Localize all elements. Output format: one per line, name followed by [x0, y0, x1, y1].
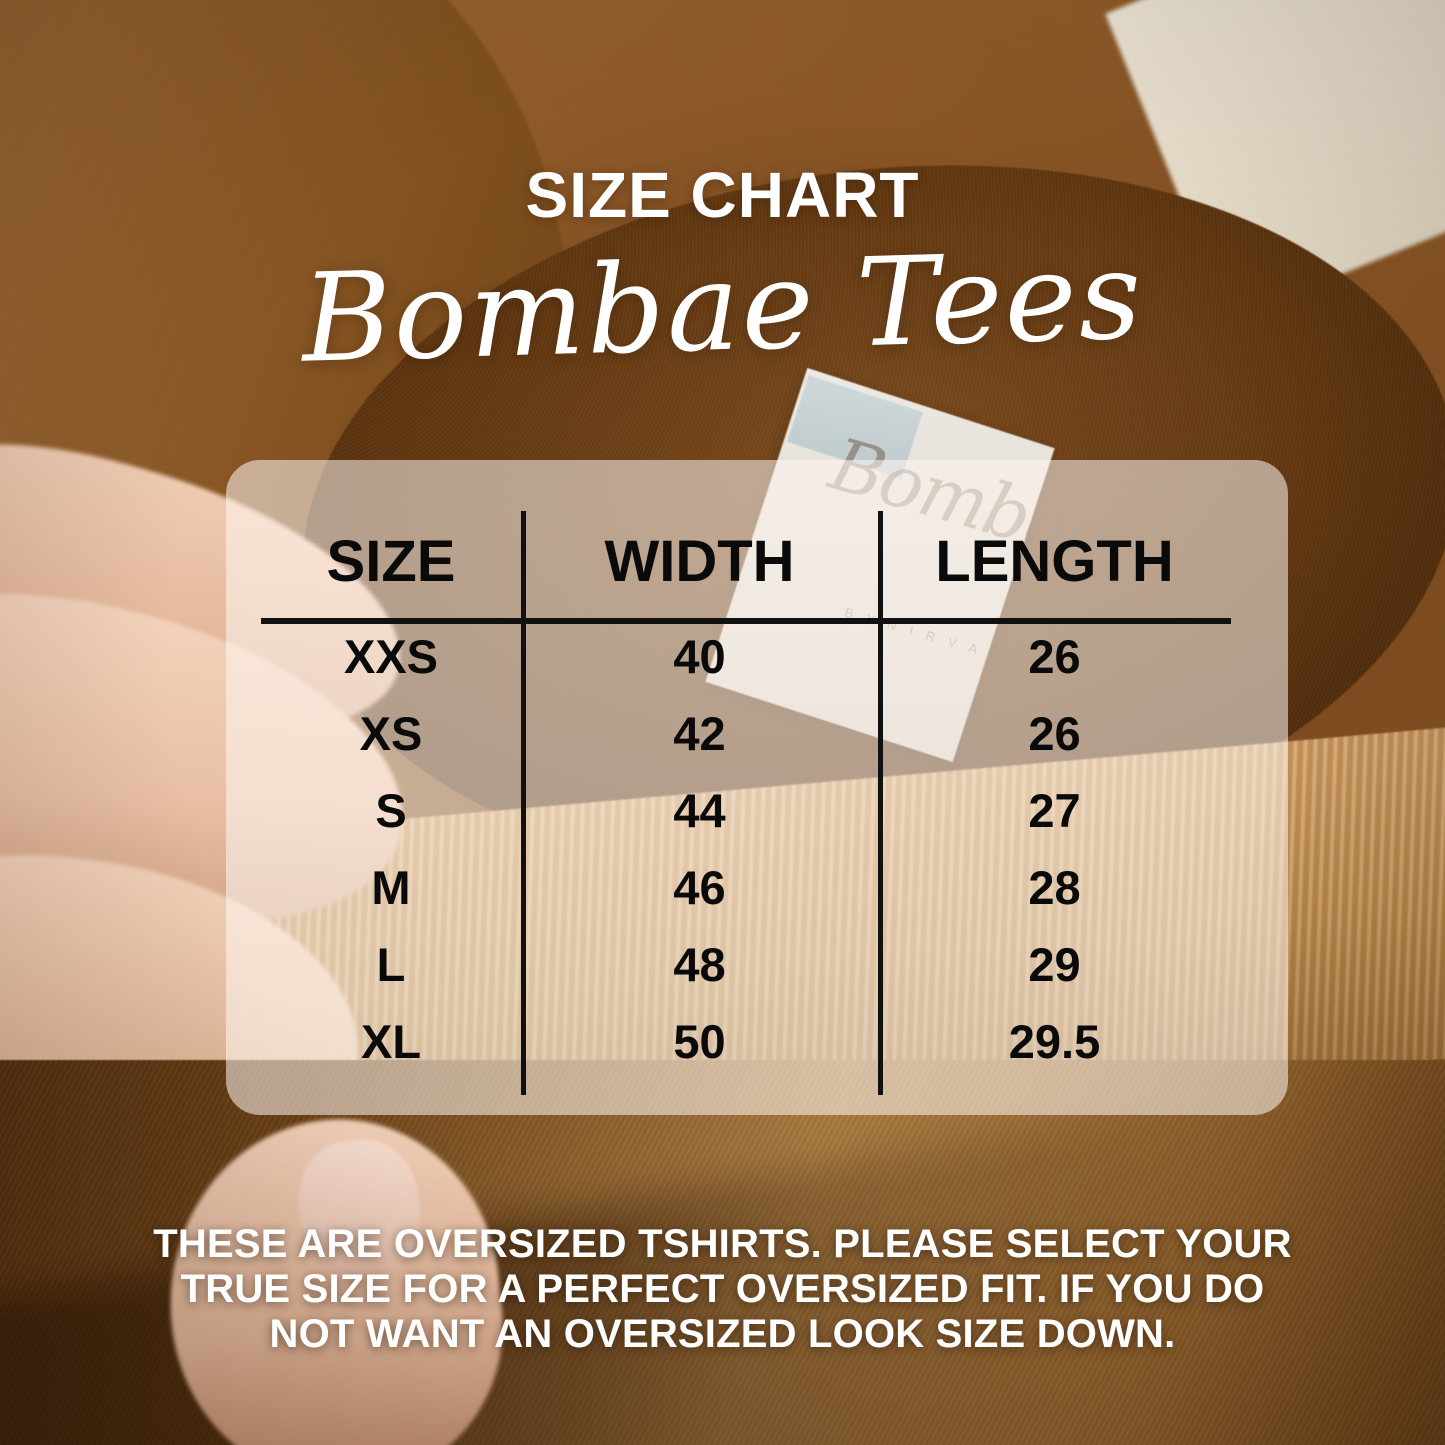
column-header-length: LENGTH [935, 529, 1174, 594]
cell-size: M [371, 861, 411, 914]
table-row: XXS 40 26 [261, 618, 1231, 695]
column-header-width: WIDTH [604, 529, 795, 594]
cell-width: 40 [673, 630, 726, 683]
cell-size: L [376, 938, 406, 991]
cell-width: 42 [673, 707, 726, 760]
cell-width: 48 [673, 938, 726, 991]
table-divider-2 [878, 511, 883, 1095]
table-divider-1 [521, 511, 526, 1095]
table-row: XS 42 26 [261, 695, 1231, 772]
column-header-size: SIZE [326, 529, 456, 594]
table-row: M 46 28 [261, 849, 1231, 926]
sizing-note: THESE ARE OVERSIZED TSHIRTS. PLEASE SELE… [90, 1222, 1355, 1356]
table-row: S 44 27 [261, 772, 1231, 849]
cell-length: 29 [1028, 938, 1081, 991]
table-row: XL 50 29.5 [261, 1003, 1231, 1080]
table-header-rule [261, 618, 1231, 624]
cell-length: 26 [1028, 707, 1081, 760]
cell-size: XL [360, 1015, 422, 1068]
sizing-note-line-3: NOT WANT AN OVERSIZED LOOK SIZE DOWN. [269, 1311, 1176, 1356]
page-title: SIZE CHART [525, 159, 920, 231]
cell-width: 50 [673, 1015, 726, 1068]
cell-width: 44 [673, 784, 726, 837]
table-header-row: SIZE WIDTH LENGTH [261, 505, 1231, 618]
sizing-note-line-1: THESE ARE OVERSIZED TSHIRTS. PLEASE SELE… [153, 1222, 1292, 1266]
size-chart-table: SIZE WIDTH LENGTH XXS 40 26 XS 42 26 S 4… [261, 505, 1231, 1100]
cell-length: 28 [1028, 861, 1081, 914]
cell-length: 29.5 [1008, 1015, 1101, 1068]
cell-width: 46 [673, 861, 726, 914]
table-row: L 48 29 [261, 926, 1231, 1003]
sizing-note-line-2: TRUE SIZE FOR A PERFECT OVERSIZED FIT. I… [180, 1266, 1265, 1311]
cell-size: XXS [343, 630, 439, 683]
cell-length: 26 [1028, 630, 1081, 683]
cell-size: S [375, 784, 407, 837]
cell-size: XS [359, 707, 423, 760]
size-chart-card [226, 460, 1288, 1115]
cell-length: 27 [1028, 784, 1081, 837]
